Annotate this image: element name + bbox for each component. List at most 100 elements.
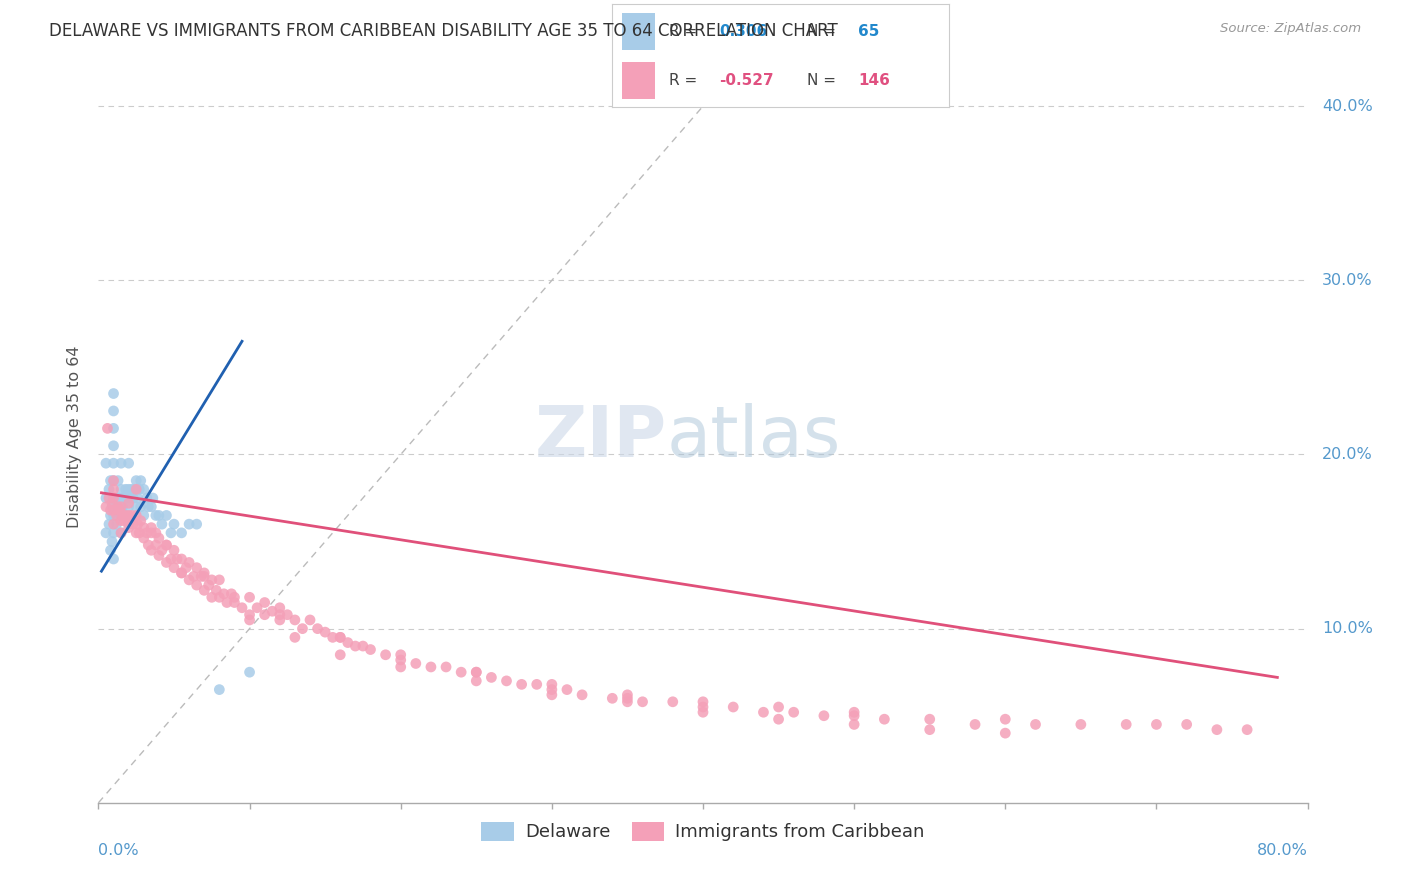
Point xyxy=(101,534,124,549)
Point xyxy=(115,512,138,526)
Point xyxy=(94,525,117,540)
Point xyxy=(201,591,224,605)
Text: N =: N = xyxy=(807,73,841,88)
Point xyxy=(389,648,412,662)
Point xyxy=(155,556,177,570)
Point xyxy=(352,639,374,653)
Point xyxy=(107,500,129,514)
Point xyxy=(405,657,427,671)
Point xyxy=(108,491,131,505)
Point xyxy=(329,648,352,662)
Point xyxy=(114,508,136,523)
Text: R =: R = xyxy=(669,23,702,38)
Point xyxy=(128,483,150,497)
Point xyxy=(246,600,269,615)
Point xyxy=(150,517,173,532)
Text: 0.0%: 0.0% xyxy=(98,843,139,858)
Point xyxy=(111,508,134,523)
Point xyxy=(434,660,457,674)
Point xyxy=(193,583,215,598)
Point xyxy=(374,648,396,662)
Point xyxy=(110,500,132,514)
Point xyxy=(103,421,125,435)
Point xyxy=(360,642,382,657)
Point xyxy=(160,552,183,566)
Point xyxy=(103,508,125,523)
Point xyxy=(540,677,562,691)
Point xyxy=(465,673,488,688)
Point xyxy=(1175,717,1198,731)
Point xyxy=(124,483,146,497)
Point xyxy=(105,517,128,532)
Point xyxy=(94,456,117,470)
Point xyxy=(122,491,145,505)
Point xyxy=(510,677,533,691)
Point xyxy=(103,552,125,566)
Point xyxy=(190,569,212,583)
Point xyxy=(631,695,654,709)
Point xyxy=(128,525,150,540)
Point xyxy=(197,578,219,592)
Point xyxy=(212,587,235,601)
Point xyxy=(540,682,562,697)
Point xyxy=(100,543,122,558)
Text: 65: 65 xyxy=(858,23,879,38)
Point xyxy=(103,474,125,488)
Point xyxy=(103,404,125,418)
Point xyxy=(110,483,132,497)
Point xyxy=(132,521,155,535)
Point xyxy=(616,695,638,709)
Point xyxy=(103,474,125,488)
Point xyxy=(179,556,201,570)
Point xyxy=(103,525,125,540)
Point xyxy=(148,531,170,545)
Point xyxy=(166,552,188,566)
Point xyxy=(125,508,148,523)
Point xyxy=(163,560,186,574)
Point xyxy=(284,631,307,645)
Text: -0.527: -0.527 xyxy=(720,73,775,88)
Point xyxy=(692,705,714,719)
Point xyxy=(450,665,472,680)
Y-axis label: Disability Age 35 to 64: Disability Age 35 to 64 xyxy=(67,346,83,528)
Point xyxy=(420,660,443,674)
Point xyxy=(602,691,624,706)
Point xyxy=(155,538,177,552)
Point xyxy=(112,514,135,528)
Point xyxy=(110,456,132,470)
Text: 80.0%: 80.0% xyxy=(1257,843,1308,858)
Point xyxy=(103,491,125,505)
Point xyxy=(110,525,132,540)
Point xyxy=(141,500,163,514)
Point xyxy=(129,500,152,514)
Point xyxy=(118,517,141,532)
Point xyxy=(141,521,163,535)
Point xyxy=(125,525,148,540)
Point xyxy=(276,607,298,622)
Point xyxy=(1144,717,1167,731)
Point xyxy=(103,483,125,497)
Point xyxy=(465,665,488,680)
Point xyxy=(101,496,124,510)
Point xyxy=(813,708,835,723)
Point xyxy=(481,670,503,684)
Point xyxy=(661,695,683,709)
Point xyxy=(193,566,215,580)
Point xyxy=(844,705,866,719)
Text: 20.0%: 20.0% xyxy=(1322,447,1372,462)
Point xyxy=(110,508,132,523)
Point xyxy=(120,514,142,528)
Point xyxy=(224,595,246,609)
Point xyxy=(141,543,163,558)
Point xyxy=(174,560,197,574)
Point xyxy=(918,712,941,726)
Point xyxy=(100,508,122,523)
Point xyxy=(571,688,593,702)
Text: DELAWARE VS IMMIGRANTS FROM CARIBBEAN DISABILITY AGE 35 TO 64 CORRELATION CHART: DELAWARE VS IMMIGRANTS FROM CARIBBEAN DI… xyxy=(49,22,838,40)
Point xyxy=(291,622,314,636)
Point xyxy=(150,543,173,558)
Point xyxy=(122,517,145,532)
Point xyxy=(118,483,141,497)
Text: N =: N = xyxy=(807,23,841,38)
Point xyxy=(170,566,193,580)
